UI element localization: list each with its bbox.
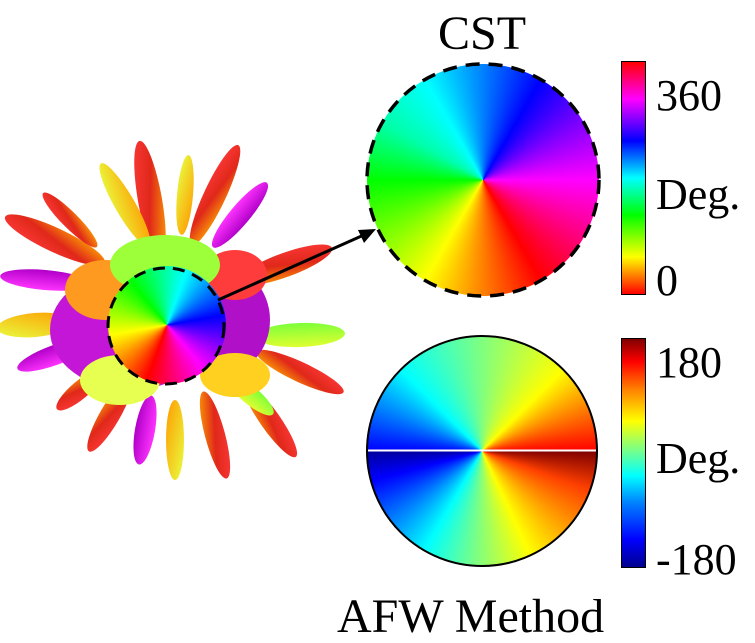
cst-phase-disc [367,64,599,296]
afw-colorbar-unit: Deg. [656,434,741,483]
dashed-circle-icon [106,266,226,386]
cst-title: CST [438,7,527,60]
pattern-phase-core [108,266,226,384]
cst-colorbar [621,61,646,295]
afw-colorbar-min: -180 [656,535,737,584]
afw-title: AFW Method [337,590,605,643]
afw-colorbar [621,338,646,568]
afw-phase-disc [366,335,598,567]
afw-colorbar-max: 180 [656,338,722,387]
cst-colorbar-min: 0 [656,256,678,305]
cst-colorbar-max: 360 [656,71,722,120]
cst-colorbar-unit: Deg. [656,170,741,219]
